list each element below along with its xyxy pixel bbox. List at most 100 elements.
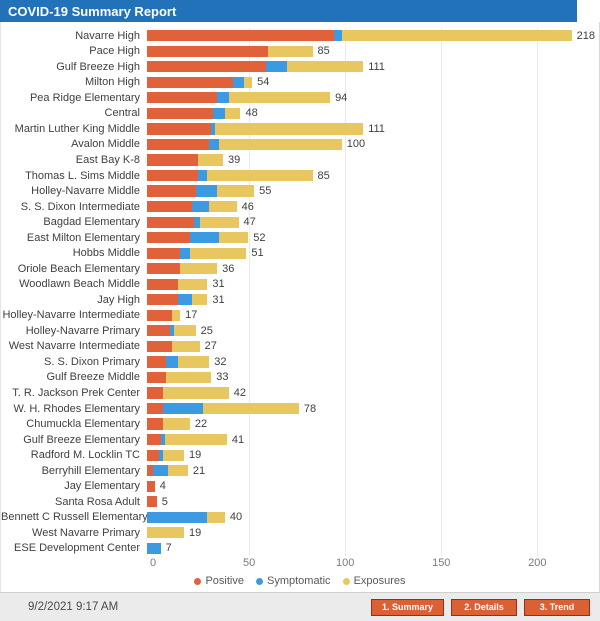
bar-segment-positive[interactable] — [147, 340, 173, 352]
bar-segment-positive[interactable] — [147, 356, 167, 368]
category-label: West Navarre Intermediate — [8, 340, 140, 353]
bar-segment-exposures[interactable] — [191, 294, 208, 306]
bar-segment-symptomatic[interactable] — [195, 185, 218, 197]
bar-segment-positive[interactable] — [147, 61, 266, 73]
bar-segment-symptomatic[interactable] — [217, 92, 229, 104]
bar-segment-symptomatic[interactable] — [158, 449, 163, 461]
bar-segment-exposures[interactable] — [224, 107, 241, 120]
bar-track: 52 — [147, 232, 595, 244]
bar-segment-symptomatic[interactable] — [147, 511, 208, 523]
bar-segment-positive[interactable] — [147, 465, 153, 477]
bar-track: 46 — [147, 201, 595, 213]
bar-segment-positive[interactable] — [147, 325, 171, 337]
summary-button[interactable]: 1. Summary — [370, 598, 444, 616]
bar-segment-symptomatic[interactable] — [191, 201, 210, 213]
bar-track: 36 — [147, 262, 595, 275]
bar-segment-exposures[interactable] — [287, 61, 364, 73]
bar-segment-positive[interactable] — [147, 449, 159, 461]
bar-segment-symptomatic[interactable] — [170, 325, 175, 337]
legend-item-exposures[interactable]: Exposures — [342, 575, 406, 587]
bar-segment-positive[interactable] — [147, 371, 167, 384]
bar-segment-exposures[interactable] — [162, 387, 229, 399]
chart-row: Bagdad Elementary 47 — [1, 214, 599, 230]
bar-segment-exposures[interactable] — [267, 45, 313, 57]
bar-segment-exposures[interactable] — [203, 402, 299, 415]
bar-segment-exposures[interactable] — [219, 138, 342, 151]
bar-segment-symptomatic[interactable] — [180, 247, 190, 259]
bar-segment-exposures[interactable] — [168, 465, 188, 477]
details-button[interactable]: 2. Details — [451, 598, 517, 616]
bar-segment-exposures[interactable] — [341, 30, 572, 42]
bar-segment-symptomatic[interactable] — [166, 356, 179, 368]
bar-segment-exposures[interactable] — [217, 185, 255, 197]
value-label: 36 — [222, 262, 235, 275]
bar-segment-exposures[interactable] — [207, 511, 225, 523]
bar-segment-exposures[interactable] — [166, 371, 212, 384]
bar-segment-symptomatic[interactable] — [189, 232, 220, 244]
bar-segment-exposures[interactable] — [178, 278, 208, 290]
bar-segment-symptomatic[interactable] — [232, 76, 245, 88]
legend-item-positive[interactable]: Positive — [194, 575, 244, 587]
bar-segment-symptomatic[interactable] — [265, 61, 288, 73]
bar-segment-positive[interactable] — [147, 154, 198, 166]
bar-segment-positive[interactable] — [147, 216, 194, 228]
category-label: Holley-Navarre Middle — [31, 185, 140, 198]
bar-segment-positive[interactable] — [147, 30, 334, 42]
bar-segment-positive[interactable] — [147, 123, 212, 135]
bar-segment-positive[interactable] — [147, 263, 181, 275]
bar-segment-positive[interactable] — [147, 247, 181, 259]
bar-segment-positive[interactable] — [147, 169, 198, 182]
bar-segment-symptomatic[interactable] — [209, 138, 220, 151]
bar-segment-exposures[interactable] — [164, 433, 227, 446]
trend-button[interactable]: 3. Trend — [524, 598, 590, 616]
bar-segment-positive[interactable] — [147, 480, 155, 492]
bar-segment-exposures[interactable] — [207, 169, 313, 182]
bar-segment-positive[interactable] — [147, 402, 163, 415]
bar-segment-exposures[interactable] — [228, 92, 331, 104]
bar-segment-positive[interactable] — [147, 76, 233, 88]
bar-segment-exposures[interactable] — [189, 247, 247, 259]
bar-segment-exposures[interactable] — [147, 527, 184, 539]
bar-segment-positive[interactable] — [147, 45, 268, 57]
bar-segment-positive[interactable] — [147, 278, 179, 290]
bar-segment-symptomatic[interactable] — [162, 402, 204, 415]
bar-segment-exposures[interactable] — [244, 76, 253, 88]
bar-segment-positive[interactable] — [147, 232, 190, 244]
bar-segment-positive[interactable] — [147, 201, 192, 213]
legend-item-symptomatic[interactable]: Symptomatic — [255, 575, 331, 587]
bar-segment-symptomatic[interactable] — [147, 542, 161, 554]
bar-segment-positive[interactable] — [147, 418, 163, 430]
bar-segment-symptomatic[interactable] — [160, 433, 165, 446]
bar-segment-exposures[interactable] — [209, 201, 237, 213]
bar-segment-symptomatic[interactable] — [211, 123, 216, 135]
bar-segment-symptomatic[interactable] — [193, 216, 200, 228]
bar-segment-exposures[interactable] — [172, 340, 200, 352]
bar-segment-positive[interactable] — [147, 107, 214, 120]
bar-segment-symptomatic[interactable] — [333, 30, 342, 42]
bar-segment-exposures[interactable] — [197, 154, 223, 166]
bar-segment-positive[interactable] — [147, 309, 173, 321]
bar-segment-positive[interactable] — [147, 294, 179, 306]
bar-segment-exposures[interactable] — [162, 418, 190, 430]
bar-segment-positive[interactable] — [147, 433, 161, 446]
bar-segment-positive[interactable] — [147, 185, 196, 197]
bar-segment-exposures[interactable] — [215, 123, 364, 135]
bar-segment-positive[interactable] — [147, 496, 157, 508]
bar-segment-exposures[interactable] — [172, 309, 181, 321]
bar-segment-exposures[interactable] — [162, 449, 184, 461]
category-label: Berryhill Elementary — [41, 464, 140, 477]
bar-segment-positive[interactable] — [147, 92, 218, 104]
bar-segment-exposures[interactable] — [180, 263, 218, 275]
bar-segment-positive[interactable] — [147, 138, 210, 151]
bar-segment-exposures[interactable] — [219, 232, 249, 244]
bar-segment-positive[interactable] — [147, 387, 163, 399]
bar-segment-symptomatic[interactable] — [152, 465, 169, 477]
bar-segment-exposures[interactable] — [174, 325, 196, 337]
bar-segment-exposures[interactable] — [199, 216, 239, 228]
chart-row: Gulf Breeze Elementary 41 — [1, 432, 599, 448]
bar-segment-symptomatic[interactable] — [178, 294, 192, 306]
bar-segment-symptomatic[interactable] — [213, 107, 225, 120]
bar-segment-exposures[interactable] — [178, 356, 210, 368]
chart-row: Pea Ridge Elementary 94 — [1, 90, 599, 106]
bar-segment-symptomatic[interactable] — [197, 169, 208, 182]
